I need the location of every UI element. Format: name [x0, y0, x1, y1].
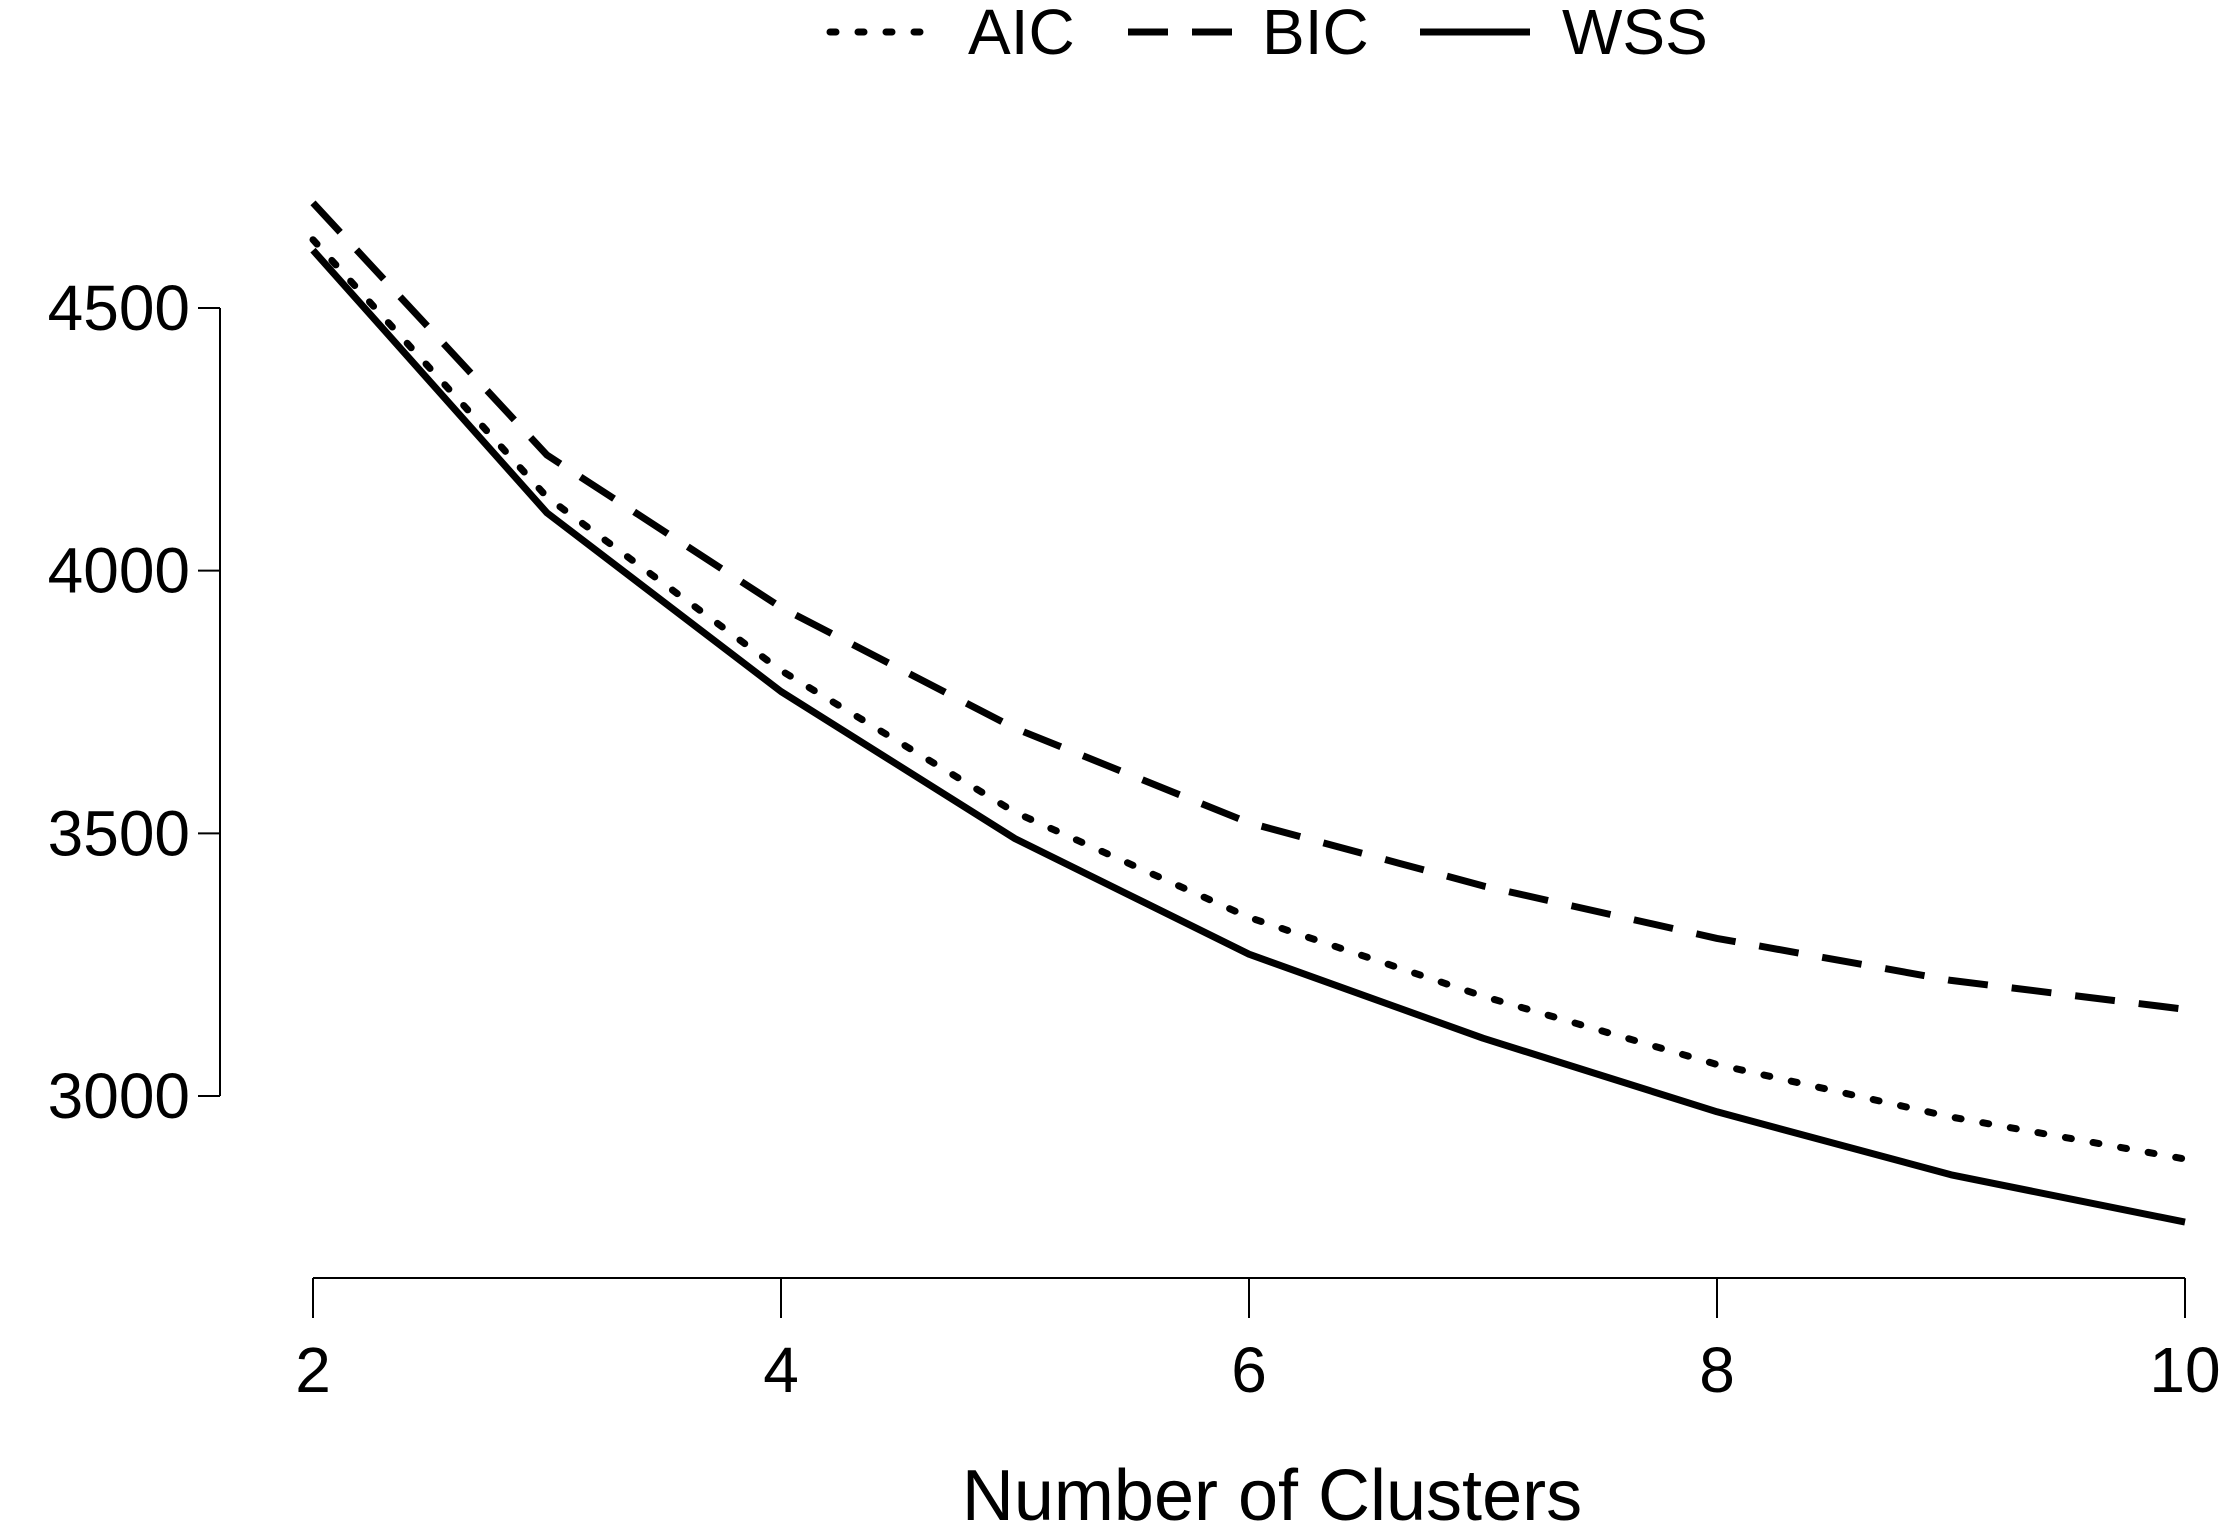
- x-axis-title: Number of Clusters: [962, 1456, 1582, 1530]
- y-tick-label: 3000: [48, 1060, 190, 1132]
- x-tick-label: 4: [763, 1334, 799, 1406]
- x-tick-label: 6: [1231, 1334, 1267, 1406]
- legend-label-bic: BIC: [1262, 0, 1369, 68]
- legend-label-aic: AIC: [968, 0, 1075, 68]
- y-tick-label: 4000: [48, 535, 190, 607]
- x-axis: 2 4 6 8 10: [295, 1277, 2221, 1406]
- series-line-wss: [310, 247, 2186, 1226]
- x-tick-label: 2: [295, 1334, 331, 1406]
- series-lines: [309, 200, 2189, 1226]
- series-line-bic: [310, 200, 2186, 1013]
- y-tick-label: 3500: [48, 797, 190, 869]
- y-tick-label: 4500: [48, 272, 190, 344]
- x-tick-label: 8: [1699, 1334, 1735, 1406]
- series-line-aic: [309, 236, 2189, 1163]
- y-axis: 3000 3500 4000 4500: [48, 272, 221, 1132]
- x-tick-label: 10: [2149, 1334, 2220, 1406]
- legend-label-wss: WSS: [1562, 0, 1708, 68]
- legend: AIC BIC WSS: [826, 0, 1708, 68]
